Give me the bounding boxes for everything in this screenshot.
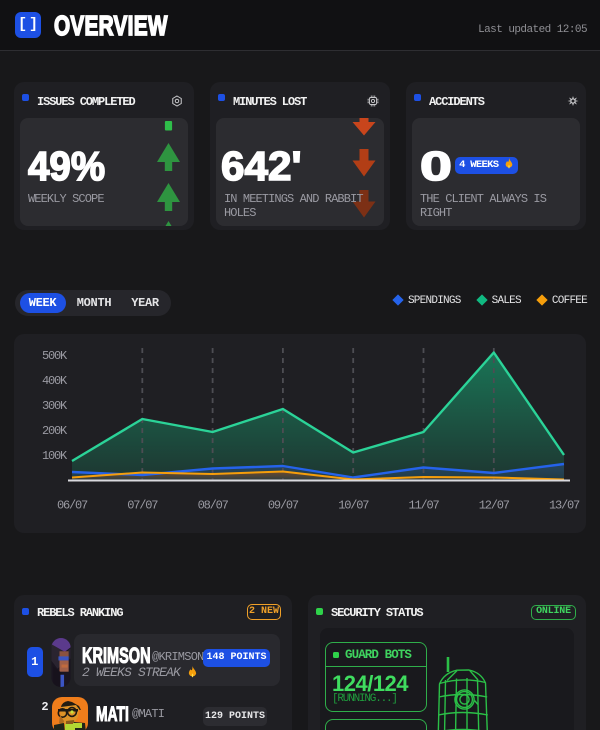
svg-text:100K: 100K xyxy=(42,449,68,463)
svg-text:400K: 400K xyxy=(42,374,68,388)
svg-text:09/07: 09/07 xyxy=(268,499,299,513)
svg-text:300K: 300K xyxy=(42,399,68,413)
svg-text:06/07: 06/07 xyxy=(57,499,88,513)
svg-text:200K: 200K xyxy=(42,424,68,438)
svg-text:11/07: 11/07 xyxy=(408,499,439,513)
svg-text:13/07: 13/07 xyxy=(549,499,580,513)
svg-text:500K: 500K xyxy=(42,349,68,363)
svg-text:10/07: 10/07 xyxy=(338,499,369,513)
svg-text:12/07: 12/07 xyxy=(479,499,510,513)
svg-text:08/07: 08/07 xyxy=(198,499,229,513)
svg-text:07/07: 07/07 xyxy=(127,499,158,513)
